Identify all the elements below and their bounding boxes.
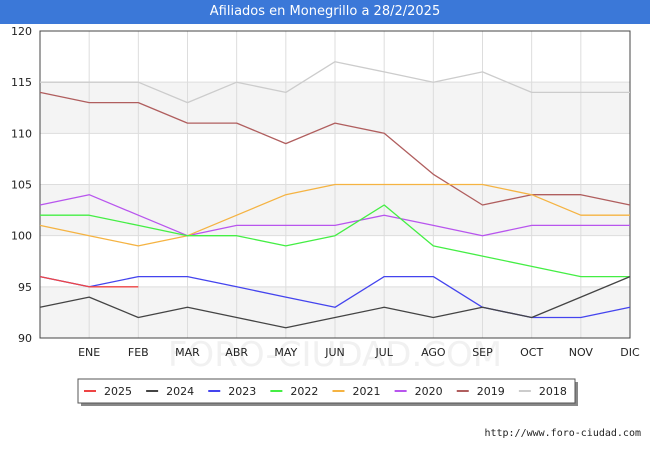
legend-label: 2018: [539, 385, 567, 398]
x-tick-label: OCT: [520, 346, 543, 359]
series-line-2021: [39, 183, 630, 247]
y-tick-label: 115: [11, 76, 32, 89]
legend-label: 2024: [166, 385, 194, 398]
chart-title: Afiliados en Monegrillo a 28/2/2025: [0, 0, 650, 24]
x-tick-label: ENE: [78, 346, 100, 359]
y-tick-label: 105: [11, 179, 32, 192]
x-tick-label: NOV: [569, 346, 594, 359]
legend-label: 2020: [415, 385, 443, 398]
y-tick-label: 100: [11, 230, 32, 243]
x-tick-label: MAR: [175, 346, 200, 359]
watermark-text: FORO-CIUDAD.COM: [168, 335, 502, 375]
plot-border: [39, 30, 631, 339]
x-tick-label: FEB: [128, 346, 149, 359]
series-line-2024: [39, 276, 631, 329]
source-url: http://www.foro-ciudad.com: [484, 428, 641, 439]
y-tick-label: 90: [18, 332, 32, 345]
x-tick-label: MAY: [274, 346, 297, 359]
legend-label: 2022: [290, 385, 318, 398]
y-tick-label: 110: [11, 127, 32, 140]
series-line-2020: [39, 194, 630, 237]
series-line-2018: [40, 61, 630, 104]
x-tick-label: DIC: [620, 346, 640, 359]
x-tick-label: ABR: [225, 346, 248, 359]
legend-label: 2019: [477, 385, 505, 398]
x-tick-label: SEP: [472, 346, 493, 359]
legend-label: 2021: [353, 385, 381, 398]
y-tick-label: 120: [11, 25, 32, 38]
y-tick-label: 95: [18, 281, 32, 294]
legend-label: 2023: [228, 385, 256, 398]
x-tick-label: JUN: [324, 346, 345, 359]
series-line-2022: [40, 204, 630, 278]
legend-box: [77, 378, 576, 404]
legend-label: 2025: [104, 385, 132, 398]
x-tick-label: JUL: [374, 346, 393, 359]
series-line-2025: [39, 275, 139, 288]
x-tick-label: AGO: [421, 346, 446, 359]
